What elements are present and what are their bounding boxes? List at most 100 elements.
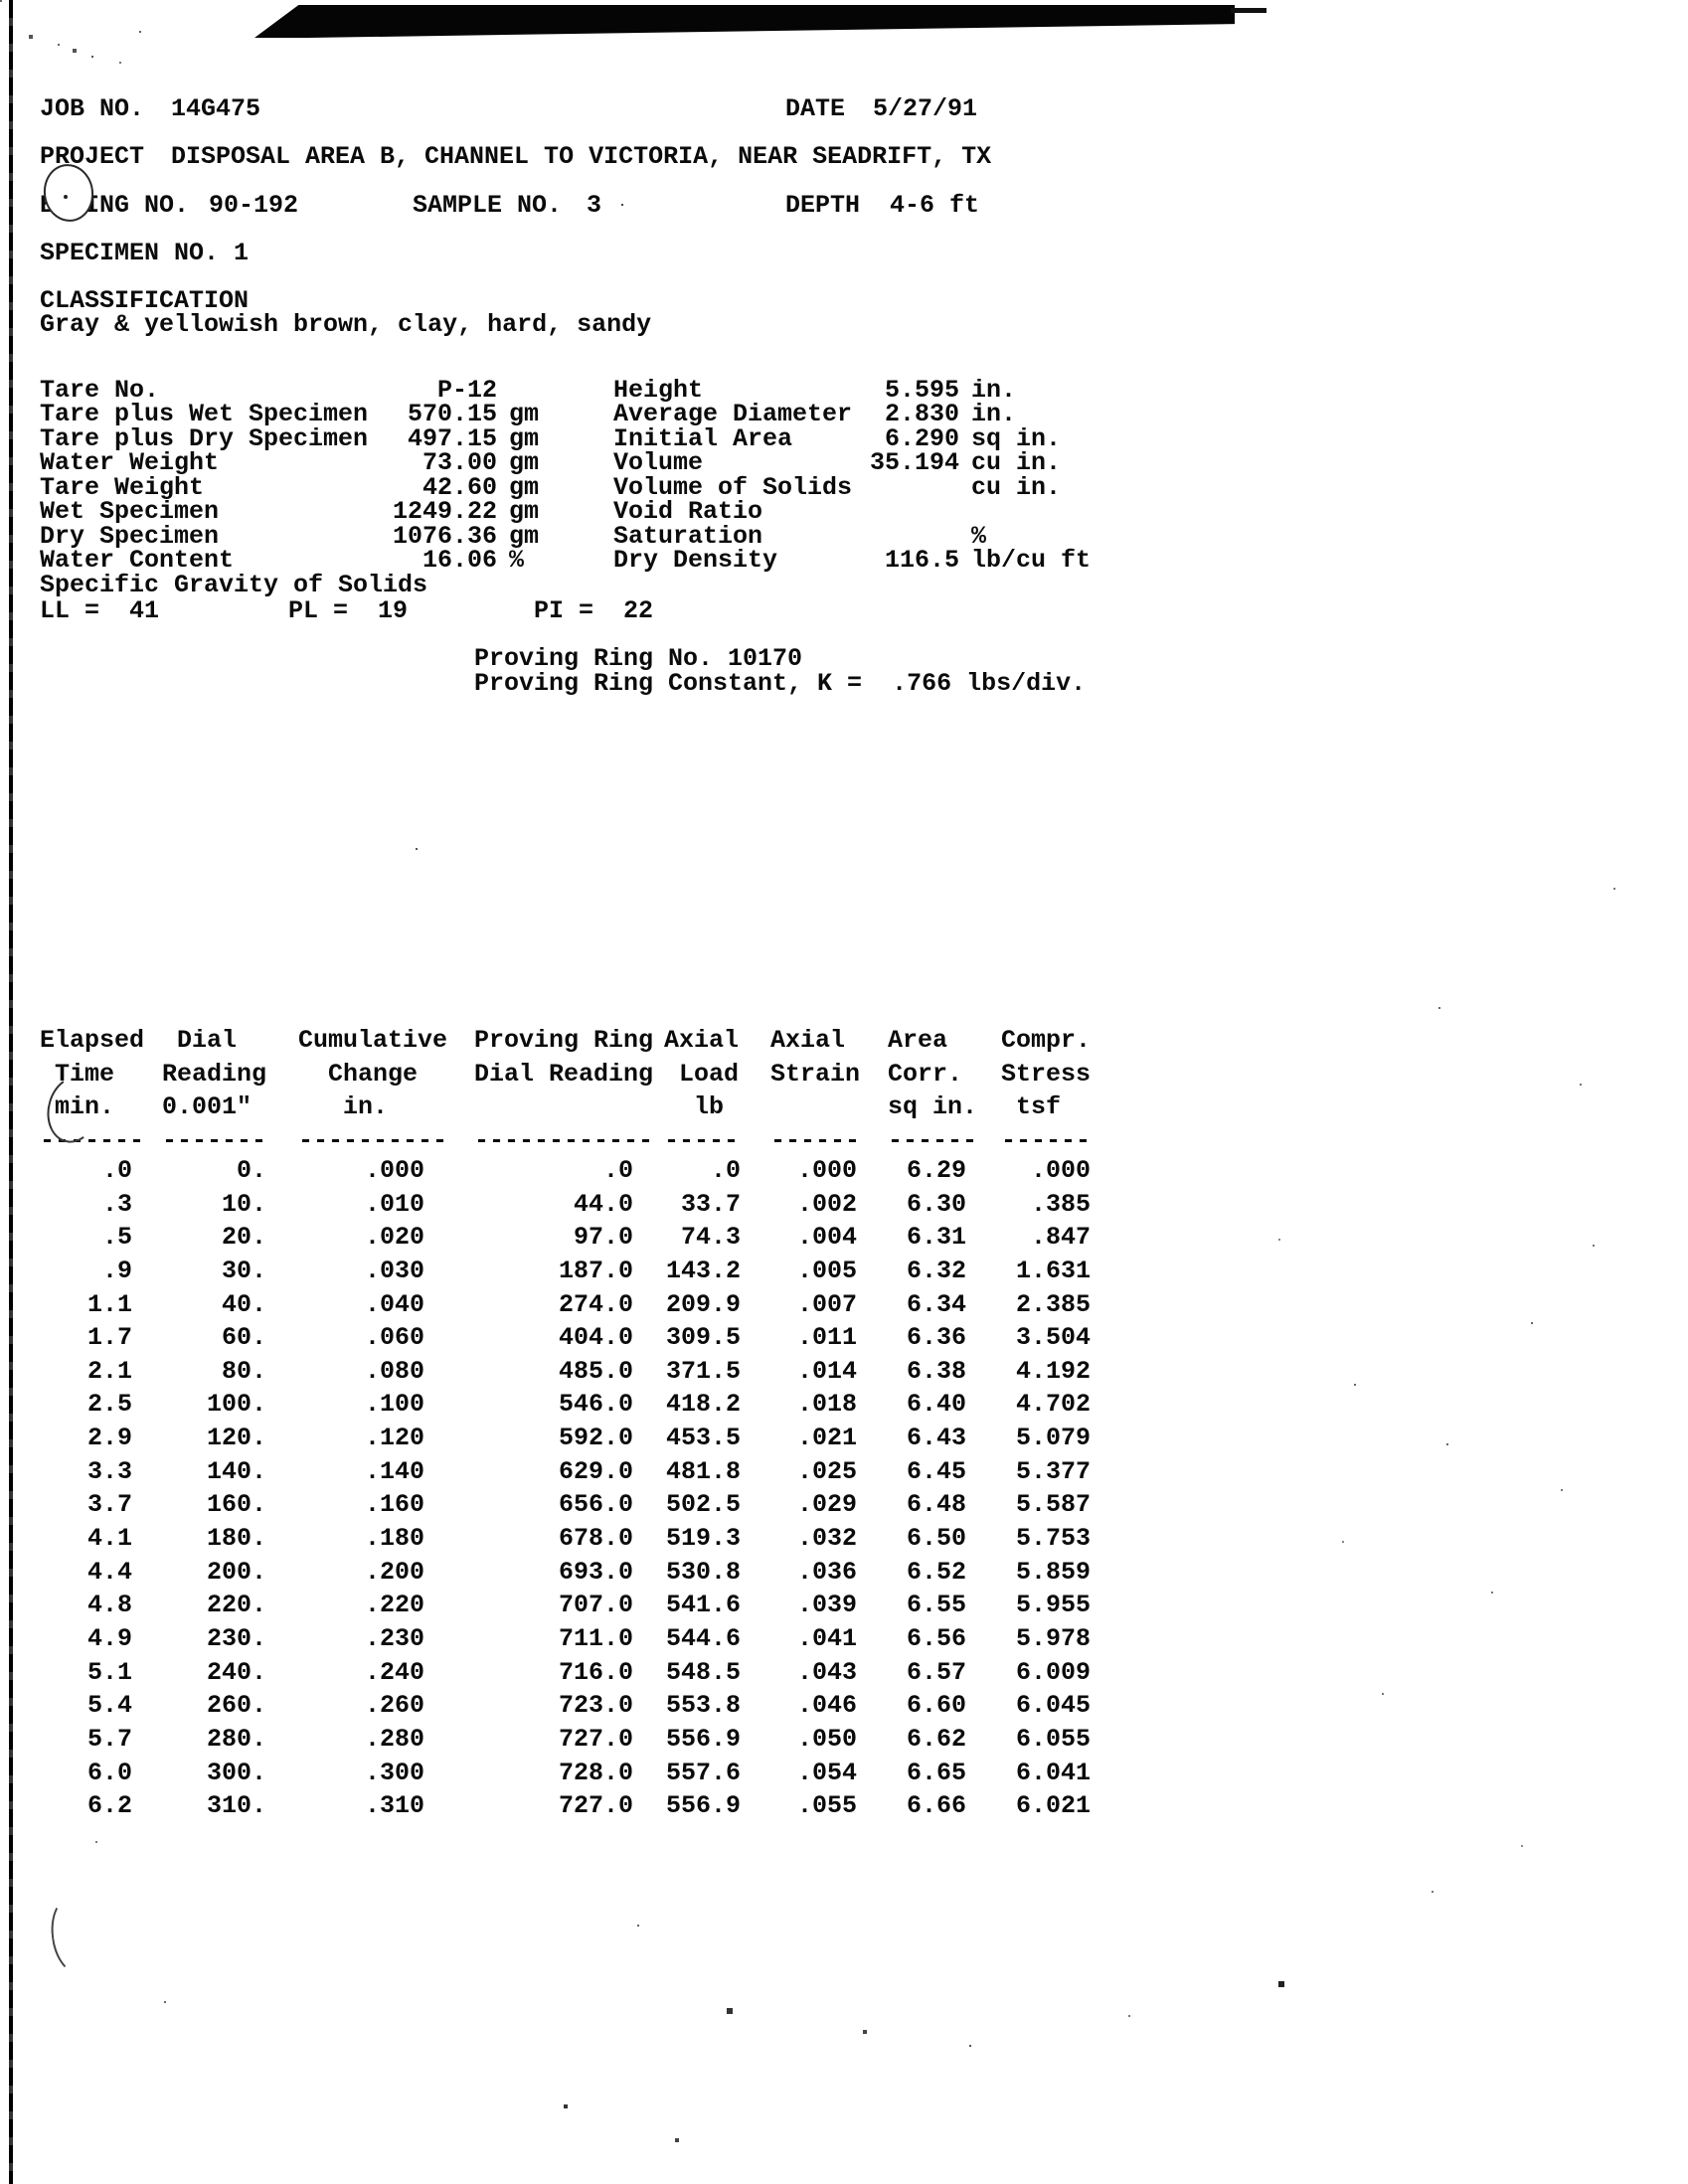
- table-cell: 727.0: [558, 1791, 633, 1821]
- table-cell: 678.0: [558, 1524, 633, 1554]
- table-cell: 6.38: [906, 1356, 966, 1386]
- table-cell: 6.60: [906, 1691, 966, 1721]
- table-cell: .200: [364, 1557, 424, 1587]
- spec-row: Water Content 16.06%: [40, 546, 596, 575]
- table-cell: .160: [364, 1490, 424, 1520]
- table-cell: .9: [101, 1256, 132, 1285]
- table-cell: 727.0: [558, 1724, 633, 1754]
- spec-row: Initial Area 6.290 sq in.: [613, 424, 1130, 453]
- spec-label: Water Content: [40, 546, 235, 576]
- scan-noise-speckles: [0, 0, 2, 2]
- specimen-no-label: SPECIMEN NO.: [40, 239, 220, 267]
- date-value: 5/27/91: [873, 94, 978, 123]
- table-cell: 6.52: [906, 1557, 966, 1587]
- table-cell: 187.0: [558, 1256, 633, 1285]
- table-cell: 2.5: [86, 1390, 132, 1420]
- spec-value: 116.5: [884, 546, 959, 576]
- table-cell: 4.1: [86, 1524, 132, 1554]
- table-cell: 544.6: [665, 1623, 741, 1653]
- table-cell: 6.34: [906, 1289, 966, 1319]
- spec-label: Dry Specimen: [40, 521, 220, 551]
- table-cell: 502.5: [665, 1490, 741, 1520]
- table-cell: .011: [796, 1323, 857, 1353]
- date-label: DATE: [785, 94, 846, 123]
- spec-value: 497.15: [407, 423, 497, 453]
- table-cell: .260: [364, 1691, 424, 1721]
- table-cell: 5.1: [86, 1657, 132, 1687]
- sample-no-label: SAMPLE NO.: [413, 191, 563, 220]
- table-row: 4.9 230. .230 711.0 544.6 .041 6.56 5.978: [0, 1624, 1153, 1658]
- table-cell: 274.0: [558, 1289, 633, 1319]
- table-cell: 656.0: [558, 1490, 633, 1520]
- table-cell: .310: [364, 1791, 424, 1821]
- spec-unit: in.: [971, 376, 1017, 405]
- table-cell: 693.0: [558, 1557, 633, 1587]
- project-value: DISPOSAL AREA B, CHANNEL TO VICTORIA, NE…: [171, 142, 992, 171]
- table-cell: 6.021: [1015, 1791, 1091, 1821]
- table-cell: 5.7: [86, 1724, 132, 1754]
- table-cell: 6.32: [906, 1256, 966, 1285]
- table-cell: 6.40: [906, 1390, 966, 1420]
- table-cell: 485.0: [558, 1356, 633, 1386]
- col-header-area-corr: Area Corr. sq in. ------: [888, 1026, 978, 1155]
- table-cell: 6.2: [86, 1791, 132, 1821]
- table-cell: .120: [364, 1424, 424, 1453]
- table-cell: 728.0: [558, 1758, 633, 1787]
- spec-value: 1249.22: [392, 497, 497, 527]
- table-cell: 6.62: [906, 1724, 966, 1754]
- table-cell: .007: [796, 1289, 857, 1319]
- table-cell: .010: [364, 1189, 424, 1219]
- table-cell: 6.009: [1015, 1657, 1091, 1687]
- table-cell: 2.1: [86, 1356, 132, 1386]
- table-cell: 20.: [221, 1223, 266, 1253]
- spec-unit: cu in.: [971, 448, 1062, 478]
- table-cell: .080: [364, 1356, 424, 1386]
- spec-row: Wet Specimen 1249.22 gm: [40, 497, 596, 526]
- table-cell: .140: [364, 1456, 424, 1486]
- spec-value: 1076.36: [392, 521, 497, 551]
- table-cell: 6.48: [906, 1490, 966, 1520]
- table-cell: 5.587: [1015, 1490, 1091, 1520]
- table-cell: .180: [364, 1524, 424, 1554]
- spec-label: Volume: [613, 448, 704, 478]
- table-cell: .000: [1030, 1156, 1091, 1185]
- table-cell: 6.50: [906, 1524, 966, 1554]
- table-cell: .230: [364, 1623, 424, 1653]
- table-cell: .0: [710, 1156, 741, 1185]
- table-cell: 40.: [221, 1289, 266, 1319]
- table-cell: 209.9: [665, 1289, 741, 1319]
- table-cell: 220.: [206, 1591, 266, 1620]
- table-cell: .040: [364, 1289, 424, 1319]
- spec-value: 35.194: [869, 448, 959, 478]
- spec-value: P-12: [436, 376, 497, 405]
- table-cell: 140.: [206, 1456, 266, 1486]
- col-header-axial-strain: Axial Strain ------: [770, 1026, 861, 1155]
- table-cell: 0.: [236, 1156, 266, 1185]
- table-cell: 541.6: [665, 1591, 741, 1620]
- table-cell: .025: [796, 1456, 857, 1486]
- table-cell: 592.0: [558, 1424, 633, 1453]
- table-cell: 10.: [221, 1189, 266, 1219]
- table-cell: 6.66: [906, 1791, 966, 1821]
- table-cell: 300.: [206, 1758, 266, 1787]
- spec-row: Saturation%: [613, 522, 1130, 551]
- table-cell: 5.4: [86, 1691, 132, 1721]
- spec-row: Tare Weight 42.60 gm: [40, 473, 596, 502]
- col-header-axial-load: Axial Load lb -----: [664, 1026, 740, 1155]
- table-row: 5.7 280. .280 727.0 556.9 .050 6.62 6.055: [0, 1725, 1153, 1759]
- col-header-cumulative-change: Cumulative Change in. ----------: [298, 1026, 448, 1155]
- spec-unit: gm: [509, 497, 540, 527]
- table-cell: 546.0: [558, 1390, 633, 1420]
- table-cell: 1.631: [1015, 1256, 1091, 1285]
- boring-no-value: 90-192: [209, 191, 299, 220]
- table-cell: .0: [602, 1156, 633, 1185]
- table-cell: 2.385: [1015, 1289, 1091, 1319]
- spec-value: 570.15: [407, 400, 497, 429]
- table-cell: .385: [1030, 1189, 1091, 1219]
- table-row: 2.5 100. .100 546.0 418.2 .018 6.40 4.702: [0, 1390, 1153, 1424]
- table-cell: .041: [796, 1623, 857, 1653]
- spec-label: Water Weight: [40, 448, 220, 478]
- table-cell: 556.9: [665, 1791, 741, 1821]
- data-table: .0 0. .000 .0 .0 .000 6.29 .000 .3 10. .010 44.0 33.…: [0, 1156, 1153, 1825]
- table-cell: 280.: [206, 1724, 266, 1754]
